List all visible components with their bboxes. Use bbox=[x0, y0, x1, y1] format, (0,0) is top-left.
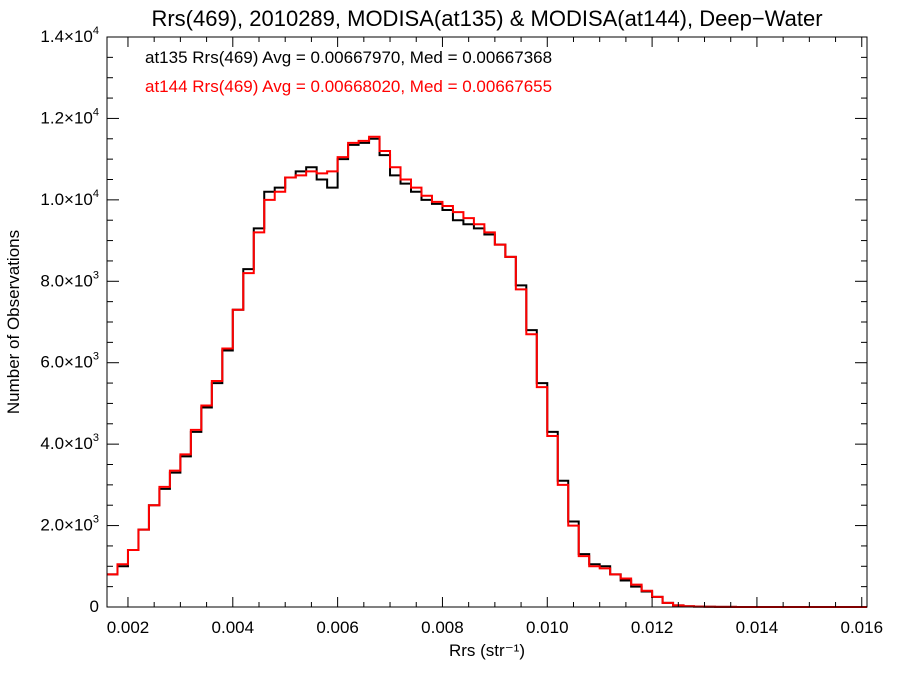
x-tick-label: 0.012 bbox=[631, 618, 674, 637]
y-tick-label: 0 bbox=[90, 597, 99, 616]
x-tick-label: 0.006 bbox=[316, 618, 359, 637]
x-tick-label: 0.010 bbox=[526, 618, 569, 637]
x-tick-label: 0.014 bbox=[736, 618, 779, 637]
y-tick-label: 6.0×103 bbox=[40, 351, 99, 372]
y-tick-label: 8.0×103 bbox=[40, 269, 99, 290]
y-tick-label: 4.0×103 bbox=[40, 432, 99, 453]
y-tick-label: 1.4×104 bbox=[40, 25, 99, 46]
chart-title: Rrs(469), 2010289, MODISA(at135) & MODIS… bbox=[151, 6, 822, 31]
y-tick-label: 1.2×104 bbox=[40, 106, 99, 127]
x-tick-label: 0.016 bbox=[840, 618, 883, 637]
x-axis-label: Rrs (str⁻¹) bbox=[449, 641, 525, 660]
y-tick-label: 1.0×104 bbox=[40, 188, 99, 209]
y-axis-label: Number of Observations bbox=[4, 230, 23, 414]
x-tick-label: 0.002 bbox=[107, 618, 150, 637]
series-line-at144 bbox=[107, 135, 867, 608]
legend-entry-at135: at135 Rrs(469) Avg = 0.00667970, Med = 0… bbox=[145, 48, 552, 67]
y-tick-label: 2.0×103 bbox=[40, 514, 99, 535]
x-tick-label: 0.004 bbox=[212, 618, 255, 637]
legend-entry-at144: at144 Rrs(469) Avg = 0.00668020, Med = 0… bbox=[145, 77, 552, 96]
x-tick-label: 0.008 bbox=[421, 618, 464, 637]
